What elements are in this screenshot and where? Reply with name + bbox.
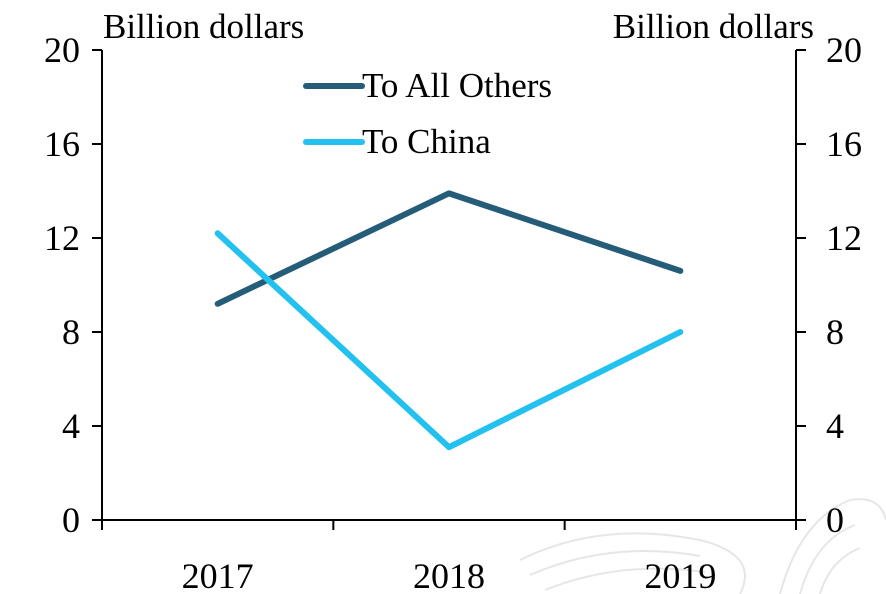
x-tick-label: 2017 bbox=[182, 556, 254, 594]
left-y-tick-label: 16 bbox=[44, 124, 80, 164]
right-y-tick-label: 8 bbox=[826, 312, 844, 352]
x-tick-label: 2018 bbox=[413, 556, 485, 594]
left-y-tick-label: 20 bbox=[44, 30, 80, 70]
left-y-tick-label: 4 bbox=[62, 406, 80, 446]
left-y-tick-label: 0 bbox=[62, 500, 80, 540]
x-tick-label: 2019 bbox=[644, 556, 716, 594]
right-y-tick-label: 12 bbox=[826, 218, 862, 258]
right-y-tick-label: 16 bbox=[826, 124, 862, 164]
left-axis-unit-label: Billion dollars bbox=[103, 7, 304, 46]
left-y-tick-label: 12 bbox=[44, 218, 80, 258]
legend: To All Others To China bbox=[303, 66, 552, 161]
right-y-tick-label: 0 bbox=[826, 500, 844, 540]
legend-label-1: To China bbox=[362, 122, 491, 161]
plot-area: 0 0 4 4 8 8 12 12 16 16 20 20 2017 2018 2019 bbox=[44, 30, 862, 594]
series-line-0 bbox=[214, 190, 684, 307]
legend-label-0: To All Others bbox=[362, 66, 552, 105]
watermark-seal bbox=[519, 498, 886, 594]
right-y-tick-label: 4 bbox=[826, 406, 844, 446]
right-y-tick-label: 20 bbox=[826, 30, 862, 70]
series-line-1 bbox=[214, 230, 684, 451]
left-y-tick-label: 8 bbox=[62, 312, 80, 352]
right-axis-unit-label: Billion dollars bbox=[613, 7, 814, 46]
